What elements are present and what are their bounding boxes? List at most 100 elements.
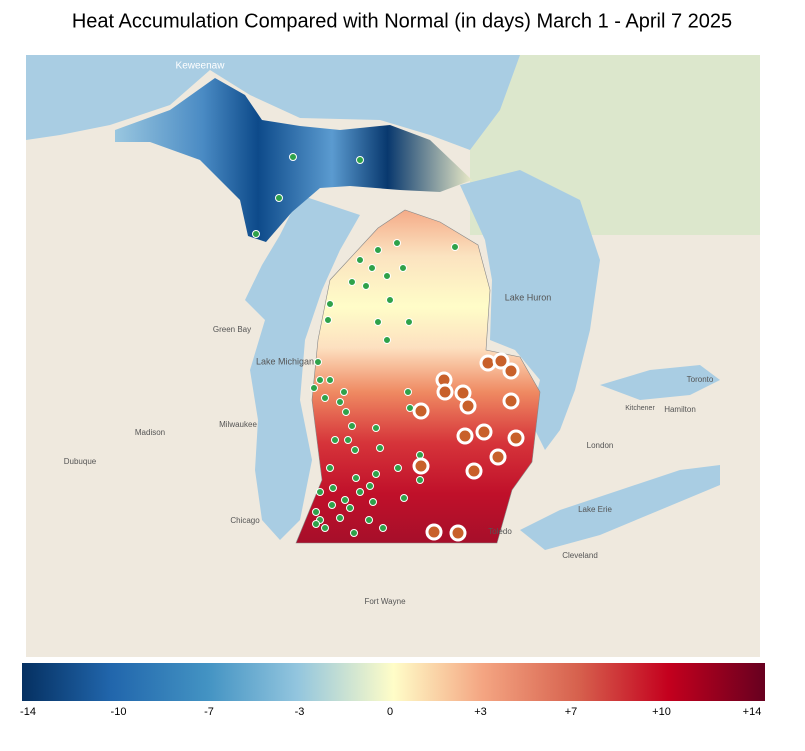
station-marker-large bbox=[436, 383, 454, 401]
map: Keweenaw Lake Michigan Lake Huron Lake Erie… bbox=[26, 55, 760, 657]
station-marker bbox=[356, 256, 364, 264]
station-marker bbox=[394, 464, 402, 472]
station-marker bbox=[372, 470, 380, 478]
station-marker-large bbox=[489, 448, 507, 466]
place-label: Cleveland bbox=[562, 551, 598, 560]
stations bbox=[252, 153, 525, 542]
station-marker-large bbox=[449, 524, 467, 542]
colorbar-tick-label: -3 bbox=[295, 706, 305, 718]
lake-erie bbox=[520, 465, 720, 550]
station-marker bbox=[362, 282, 370, 290]
lake-huron bbox=[460, 170, 600, 450]
station-marker-large bbox=[502, 362, 520, 380]
colorbar-tick-label: 0 bbox=[387, 706, 393, 718]
station-marker bbox=[346, 504, 354, 512]
station-marker bbox=[314, 358, 322, 366]
station-marker bbox=[451, 243, 459, 251]
station-marker bbox=[289, 153, 297, 161]
station-marker bbox=[344, 436, 352, 444]
station-marker bbox=[326, 300, 334, 308]
station-marker bbox=[372, 424, 380, 432]
station-marker bbox=[331, 436, 339, 444]
station-marker bbox=[336, 514, 344, 522]
station-marker bbox=[400, 494, 408, 502]
station-marker bbox=[312, 520, 320, 528]
station-marker-large bbox=[475, 423, 493, 441]
station-marker bbox=[399, 264, 407, 272]
station-marker bbox=[329, 484, 337, 492]
place-label: Green Bay bbox=[213, 325, 251, 334]
station-marker bbox=[336, 398, 344, 406]
station-marker bbox=[310, 384, 318, 392]
station-marker bbox=[369, 498, 377, 506]
station-marker bbox=[416, 476, 424, 484]
station-marker bbox=[405, 318, 413, 326]
lake-ontario bbox=[600, 365, 720, 400]
station-marker bbox=[326, 464, 334, 472]
station-marker bbox=[326, 376, 334, 384]
station-marker bbox=[348, 422, 356, 430]
station-marker bbox=[383, 272, 391, 280]
colorbar-tick-label: +14 bbox=[743, 706, 762, 718]
station-marker bbox=[316, 376, 324, 384]
station-marker bbox=[374, 318, 382, 326]
station-marker bbox=[341, 496, 349, 504]
station-marker bbox=[348, 278, 356, 286]
place-label: Keweenaw bbox=[176, 61, 226, 72]
station-marker bbox=[376, 444, 384, 452]
colorbar-tick-label: +3 bbox=[474, 706, 487, 718]
station-marker-large bbox=[459, 397, 477, 415]
colorbar-tick-label: -10 bbox=[111, 706, 127, 718]
station-marker bbox=[316, 488, 324, 496]
place-label: Lake Erie bbox=[578, 505, 612, 514]
station-marker bbox=[356, 488, 364, 496]
place-label: Toledo bbox=[488, 527, 512, 536]
place-label: Lake Michigan bbox=[256, 356, 314, 366]
station-marker bbox=[275, 194, 283, 202]
colorbar-tick-label: +10 bbox=[652, 706, 671, 718]
place-labels: Keweenaw Lake Michigan Lake Huron Lake Erie… bbox=[64, 61, 714, 606]
station-marker bbox=[342, 408, 350, 416]
place-label: Madison bbox=[135, 428, 165, 437]
station-marker-large bbox=[465, 462, 483, 480]
colorbar bbox=[22, 663, 765, 701]
station-marker bbox=[406, 404, 414, 412]
lower-peninsula bbox=[295, 209, 541, 544]
station-marker bbox=[383, 336, 391, 344]
colorbar-tick-label: +7 bbox=[565, 706, 578, 718]
station-marker bbox=[393, 239, 401, 247]
station-marker-large bbox=[502, 392, 520, 410]
station-marker bbox=[340, 388, 348, 396]
lake-superior bbox=[26, 55, 520, 150]
lake-michigan bbox=[245, 195, 360, 540]
colorbar-ticks: -14 -10 -7 -3 0 +3 +7 +10 +14 bbox=[20, 706, 761, 718]
station-marker bbox=[356, 156, 364, 164]
station-marker bbox=[321, 524, 329, 532]
place-label: Milwaukee bbox=[219, 420, 257, 429]
station-marker bbox=[312, 508, 320, 516]
station-marker bbox=[352, 474, 360, 482]
station-marker-large bbox=[507, 429, 525, 447]
colorbar-tick-label: -7 bbox=[204, 706, 214, 718]
station-marker-large bbox=[425, 523, 443, 541]
place-label: London bbox=[587, 441, 614, 450]
station-marker bbox=[328, 501, 336, 509]
title: Heat Accumulation Compared with Normal (… bbox=[72, 10, 732, 32]
station-marker bbox=[379, 524, 387, 532]
station-marker bbox=[350, 529, 358, 537]
place-label: Kitchener bbox=[625, 405, 655, 412]
place-label: Hamilton bbox=[664, 405, 696, 414]
place-label: Chicago bbox=[230, 516, 260, 525]
station-marker bbox=[324, 316, 332, 324]
station-marker bbox=[386, 296, 394, 304]
place-label: Lake Huron bbox=[505, 292, 552, 302]
station-marker bbox=[366, 482, 374, 490]
place-label: Toronto bbox=[687, 375, 714, 384]
station-marker bbox=[365, 516, 373, 524]
station-marker bbox=[252, 230, 260, 238]
station-marker-large bbox=[456, 427, 474, 445]
station-marker bbox=[404, 388, 412, 396]
station-marker bbox=[374, 246, 382, 254]
